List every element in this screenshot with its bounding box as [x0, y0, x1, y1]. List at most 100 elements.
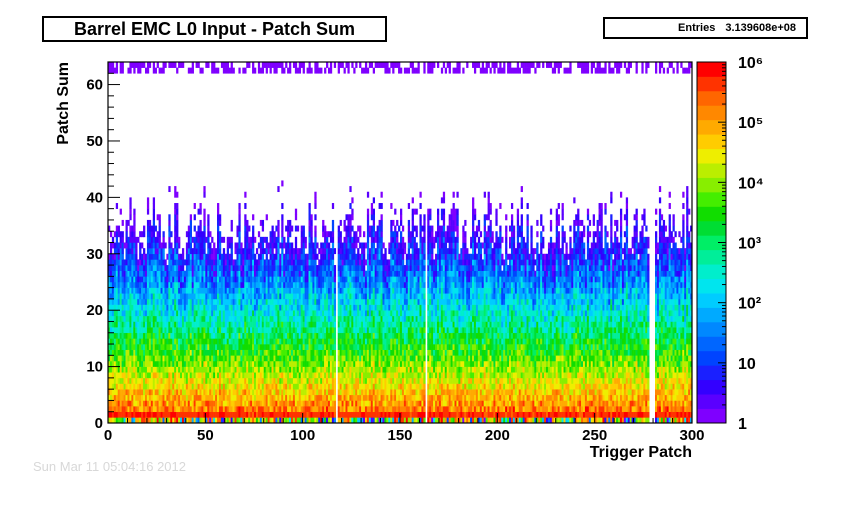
heatmap-cell	[211, 270, 214, 277]
heatmap-cell	[361, 366, 364, 373]
heatmap-cell	[143, 287, 146, 294]
heatmap-cell	[154, 400, 157, 407]
heatmap-cell	[384, 276, 387, 283]
heatmap-cell	[277, 400, 280, 407]
heatmap-cell	[273, 287, 276, 294]
heatmap-cell	[205, 349, 208, 356]
heatmap-cell	[109, 315, 113, 322]
heatmap-cell	[275, 377, 278, 384]
heatmap-cell	[222, 383, 226, 390]
heatmap-cell	[326, 281, 329, 288]
heatmap-cell	[285, 349, 288, 356]
heatmap-cell	[254, 281, 257, 288]
heatmap-cell	[287, 270, 290, 277]
heatmap-cell	[289, 400, 292, 407]
heatmap-cell	[218, 338, 222, 345]
heatmap-cell	[197, 411, 200, 418]
heatmap-cell	[234, 383, 237, 390]
heatmap-cell	[125, 321, 128, 328]
heatmap-cell	[298, 253, 302, 260]
heatmap-cell	[252, 394, 255, 401]
heatmap-cell	[361, 293, 364, 300]
heatmap-cell	[298, 406, 302, 413]
heatmap-cell	[364, 298, 368, 305]
heatmap-cell	[376, 366, 379, 373]
heatmap-cell	[339, 219, 342, 226]
heatmap-cell	[170, 400, 173, 407]
heatmap-cell	[240, 360, 243, 367]
heatmap-cell	[220, 310, 224, 317]
heatmap-cell	[213, 417, 216, 424]
heatmap-cell	[296, 344, 300, 350]
heatmap-cell	[199, 248, 202, 255]
heatmap-cell	[255, 310, 259, 317]
heatmap-cell	[285, 372, 288, 379]
heatmap-cell	[187, 389, 191, 396]
heatmap-cell	[197, 225, 200, 232]
heatmap-cell	[144, 366, 148, 373]
heatmap-cell	[312, 349, 315, 356]
heatmap-cell	[209, 417, 212, 424]
heatmap-cell	[380, 265, 383, 271]
heatmap-cell	[230, 293, 233, 300]
heatmap-cell	[222, 360, 226, 367]
heatmap-cell	[236, 400, 239, 407]
heatmap-cell	[302, 242, 305, 249]
heatmap-cell	[131, 242, 134, 249]
heatmap-cell	[158, 366, 161, 373]
heatmap-cell	[300, 293, 303, 300]
heatmap-cell	[261, 270, 265, 277]
heatmap-cell	[170, 287, 173, 294]
heatmap-cell	[152, 389, 156, 396]
heatmap-cell	[123, 265, 126, 271]
heatmap-cell	[137, 315, 140, 322]
heatmap-cell	[269, 366, 272, 373]
heatmap-cell	[176, 248, 179, 255]
heatmap-cell	[187, 231, 191, 238]
heatmap-cell	[127, 281, 130, 288]
heatmap-cell	[236, 231, 239, 238]
heatmap-cell	[345, 406, 348, 413]
heatmap-cell	[376, 62, 379, 68]
heatmap-cell	[217, 310, 220, 317]
heatmap-cell	[242, 293, 245, 300]
heatmap-cell	[333, 304, 337, 311]
heatmap-cell	[143, 248, 146, 255]
heatmap-cell	[152, 231, 156, 238]
heatmap-cell	[261, 225, 265, 232]
heatmap-cell	[281, 270, 284, 277]
heatmap-cell	[154, 253, 157, 260]
heatmap-cell	[158, 310, 161, 317]
heatmap-cell	[129, 417, 132, 424]
heatmap-cell	[129, 332, 132, 339]
heatmap-cell	[209, 287, 212, 294]
heatmap-cell	[287, 349, 290, 356]
heatmap-cell	[238, 248, 241, 255]
heatmap-cell	[146, 310, 150, 317]
heatmap-cell	[308, 253, 311, 260]
heatmap-cell	[252, 349, 255, 356]
heatmap-cell	[201, 344, 204, 350]
heatmap-cell	[238, 377, 241, 384]
heatmap-cell	[228, 67, 231, 74]
heatmap-cell	[195, 338, 198, 345]
heatmap-cell	[351, 214, 354, 221]
heatmap-cell	[174, 372, 177, 379]
heatmap-cell	[372, 366, 375, 373]
heatmap-cell	[191, 321, 194, 328]
heatmap-cell	[250, 383, 253, 390]
heatmap-cell	[250, 287, 253, 294]
heatmap-cell	[133, 236, 136, 243]
heatmap-cell	[193, 315, 196, 322]
heatmap-cell	[115, 310, 119, 317]
heatmap-cell	[380, 191, 383, 198]
heatmap-cell	[191, 276, 194, 283]
heatmap-cell	[111, 321, 115, 328]
heatmap-cell	[115, 338, 119, 345]
heatmap-cell	[318, 293, 321, 300]
heatmap-cell	[158, 400, 161, 407]
heatmap-cell	[127, 360, 130, 367]
heatmap-cell	[228, 321, 231, 328]
heatmap-cell	[162, 360, 165, 367]
heatmap-cell	[115, 400, 119, 407]
